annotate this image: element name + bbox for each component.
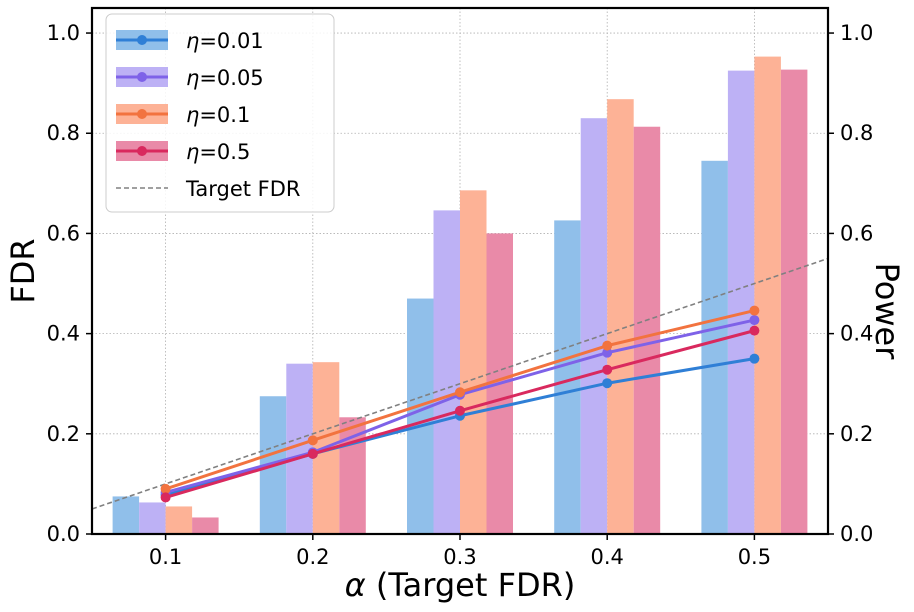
y-left-tick-label: 0.6 (47, 221, 80, 245)
y-right-tick-label: 0.6 (840, 221, 873, 245)
fdr-point (160, 483, 171, 494)
legend-marker (137, 72, 147, 82)
power-bar (339, 417, 366, 534)
x-axis-label: α (Target FDR) (345, 566, 576, 604)
x-tick-label: 0.4 (590, 545, 623, 569)
legend-marker (137, 146, 147, 156)
axis-ticks: 0.0 0.0 0.2 0.2 0.4 0.4 0.6 0.6 0.8 0.8 1.0 1.0 0.1 0… (47, 21, 874, 569)
legend-label-value: =0.5 (199, 140, 250, 164)
power-bar (460, 190, 487, 534)
legend-label-target: Target FDR (185, 177, 301, 201)
legend-label-value: =0.1 (199, 103, 250, 127)
power-bar (165, 506, 193, 534)
legend-marker (137, 35, 147, 45)
x-tick-label: 0.1 (149, 545, 182, 569)
y-right-tick-label: 0.4 (840, 322, 873, 346)
x-axis-label-text: (Target FDR) (366, 566, 576, 604)
fdr-point (307, 448, 318, 459)
y-left-tick-label: 0.0 (47, 522, 80, 546)
legend-label-symbol: η (186, 103, 199, 127)
y-axis-right-label: Power (868, 263, 906, 361)
power-bar (407, 298, 434, 534)
y-left-tick-label: 1.0 (47, 21, 80, 45)
y-left-tick-label: 0.2 (47, 422, 80, 446)
fdr-point (602, 378, 613, 389)
legend-marker (137, 109, 147, 119)
x-axis-label-symbol: α (345, 566, 366, 604)
power-bar (633, 126, 661, 535)
power-bar (139, 502, 166, 534)
fdr-point (749, 315, 760, 326)
power-bar (754, 56, 781, 535)
fdr-point (455, 405, 465, 416)
fdr-point (749, 325, 760, 336)
x-tick-label: 0.2 (296, 545, 329, 569)
power-bar (607, 99, 634, 534)
y-right-tick-label: 0.8 (840, 121, 873, 145)
x-tick-label: 0.5 (738, 545, 771, 569)
legend-label-value: =0.05 (199, 66, 263, 90)
power-bar (780, 69, 808, 535)
target-fdr-line (91, 257, 829, 510)
power-bar (727, 70, 755, 534)
fdr-point (602, 347, 613, 358)
y-right-tick-label: 1.0 (840, 21, 873, 45)
target-fdr-line (91, 257, 829, 510)
fdr-point (749, 353, 760, 364)
power-bars (112, 56, 808, 535)
legend-label-symbol: η (186, 29, 199, 53)
y-left-tick-label: 0.8 (47, 121, 80, 145)
legend-label: η=0.01 (186, 29, 264, 53)
y-right-tick-label: 0.0 (840, 522, 873, 546)
y-right-tick-label: 0.2 (840, 422, 873, 446)
fdr-point (455, 387, 465, 398)
power-bar (112, 496, 140, 534)
power-bar (580, 118, 608, 534)
legend-label: η=0.1 (186, 103, 250, 127)
x-tick-label: 0.3 (443, 545, 476, 569)
fdr-point (602, 340, 613, 351)
legend-label-symbol: η (186, 140, 199, 164)
fdr-point (160, 492, 171, 503)
legend-label-symbol: η (186, 66, 199, 90)
power-bar (433, 210, 460, 534)
power-bar (192, 517, 219, 534)
legend-label-value: =0.01 (199, 29, 263, 53)
y-axis-left-label: FDR (4, 238, 42, 303)
fdr-point (749, 305, 760, 316)
legend-label: η=0.5 (186, 140, 250, 164)
y-left-tick-label: 0.4 (47, 322, 80, 346)
fdr-lines (160, 305, 760, 503)
legend-label: η=0.05 (186, 66, 264, 90)
fdr-point (307, 435, 318, 446)
power-bar (701, 160, 728, 535)
fdr-point (602, 364, 613, 375)
legend-box (105, 13, 335, 213)
